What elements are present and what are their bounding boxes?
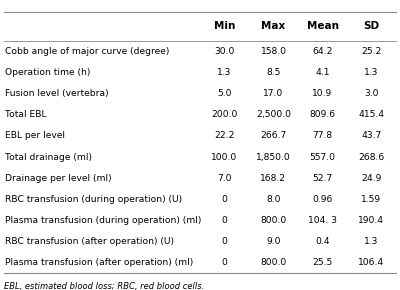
Text: 7.0: 7.0 [217,174,232,183]
Text: 1.3: 1.3 [364,237,379,246]
Text: 0: 0 [222,216,228,225]
Text: 0: 0 [222,195,228,204]
Text: 77.8: 77.8 [312,131,332,140]
Text: 25.5: 25.5 [312,258,333,267]
Text: 8.5: 8.5 [266,68,281,77]
Text: 1.3: 1.3 [217,68,232,77]
Text: Operation time (h): Operation time (h) [5,68,90,77]
Text: 5.0: 5.0 [217,89,232,98]
Text: EBL, estimated blood loss; RBC, red blood cells.: EBL, estimated blood loss; RBC, red bloo… [4,282,204,290]
Text: 100.0: 100.0 [211,153,238,162]
Text: 0: 0 [222,237,228,246]
Text: 0: 0 [222,258,228,267]
Text: 415.4: 415.4 [358,110,384,119]
Text: Plasma transfusion (during operation) (ml): Plasma transfusion (during operation) (m… [5,216,201,225]
Text: 266.7: 266.7 [260,131,287,140]
Text: 64.2: 64.2 [312,47,333,56]
Text: Max: Max [261,21,286,31]
Text: RBC transfusion (during operation) (U): RBC transfusion (during operation) (U) [5,195,182,204]
Text: 809.6: 809.6 [310,110,336,119]
Text: 8.0: 8.0 [266,195,281,204]
Text: 0.4: 0.4 [315,237,330,246]
Text: 800.0: 800.0 [260,216,287,225]
Text: 52.7: 52.7 [312,174,333,183]
Text: 25.2: 25.2 [361,47,382,56]
Text: Plasma transfusion (after operation) (ml): Plasma transfusion (after operation) (ml… [5,258,193,267]
Text: 800.0: 800.0 [260,258,287,267]
Text: 9.0: 9.0 [266,237,281,246]
Text: 104. 3: 104. 3 [308,216,337,225]
Text: 168.2: 168.2 [260,174,286,183]
Text: 268.6: 268.6 [358,153,385,162]
Text: 3.0: 3.0 [364,89,379,98]
Text: 4.1: 4.1 [315,68,330,77]
Text: Mean: Mean [306,21,338,31]
Text: Total drainage (ml): Total drainage (ml) [5,153,92,162]
Text: 158.0: 158.0 [260,47,286,56]
Text: SD: SD [364,21,380,31]
Text: 1,850.0: 1,850.0 [256,153,291,162]
Text: EBL per level: EBL per level [5,131,65,140]
Text: 17.0: 17.0 [263,89,284,98]
Text: RBC transfusion (after operation) (U): RBC transfusion (after operation) (U) [5,237,174,246]
Text: 106.4: 106.4 [358,258,385,267]
Text: Total EBL: Total EBL [5,110,46,119]
Text: Min: Min [214,21,235,31]
Text: 200.0: 200.0 [211,110,238,119]
Text: 557.0: 557.0 [310,153,336,162]
Text: 1.59: 1.59 [362,195,382,204]
Text: 24.9: 24.9 [361,174,382,183]
Text: 190.4: 190.4 [358,216,384,225]
Text: Cobb angle of major curve (degree): Cobb angle of major curve (degree) [5,47,169,56]
Text: 2,500.0: 2,500.0 [256,110,291,119]
Text: 1.3: 1.3 [364,68,379,77]
Text: Drainage per level (ml): Drainage per level (ml) [5,174,112,183]
Text: 0.96: 0.96 [312,195,333,204]
Text: 30.0: 30.0 [214,47,235,56]
Text: 10.9: 10.9 [312,89,333,98]
Text: 22.2: 22.2 [214,131,235,140]
Text: 43.7: 43.7 [361,131,382,140]
Text: Fusion level (vertebra): Fusion level (vertebra) [5,89,108,98]
